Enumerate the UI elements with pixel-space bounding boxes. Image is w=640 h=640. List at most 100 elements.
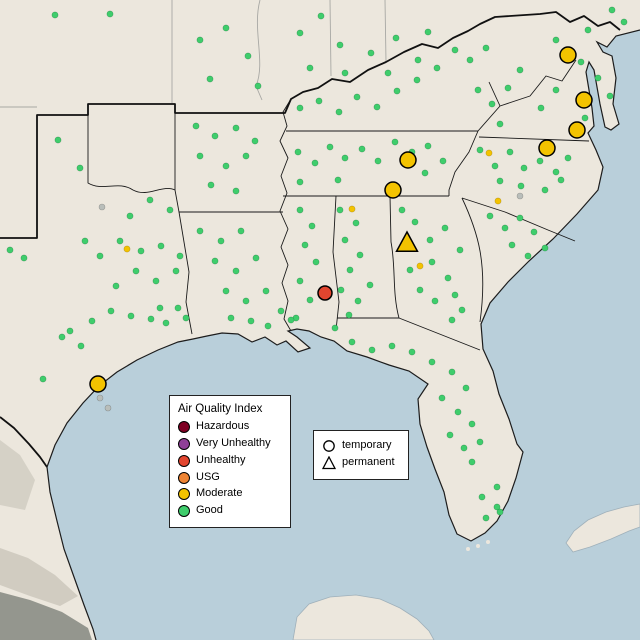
- station-marker-good-small[interactable]: [331, 324, 339, 332]
- station-marker-good-small[interactable]: [384, 69, 392, 77]
- station-marker-good-small[interactable]: [207, 181, 215, 189]
- station-marker-good-small[interactable]: [58, 333, 66, 341]
- station-marker-good-small[interactable]: [493, 483, 501, 491]
- station-marker-moderate-temporary[interactable]: [559, 46, 577, 64]
- station-marker-good-small[interactable]: [306, 296, 314, 304]
- station-marker-good-small[interactable]: [182, 314, 190, 322]
- station-marker-moderate-temporary[interactable]: [575, 91, 593, 109]
- station-marker-good-small[interactable]: [237, 227, 245, 235]
- station-marker-good-small[interactable]: [577, 58, 585, 66]
- station-marker-good-small[interactable]: [166, 206, 174, 214]
- station-marker-good-small[interactable]: [620, 18, 628, 26]
- station-marker-good-small[interactable]: [356, 251, 364, 259]
- station-marker-moderate-temporary[interactable]: [538, 139, 556, 157]
- station-marker-good-small[interactable]: [308, 222, 316, 230]
- station-marker-good-small[interactable]: [557, 176, 565, 184]
- station-marker-no-data[interactable]: [98, 203, 106, 211]
- station-marker-good-small[interactable]: [466, 56, 474, 64]
- station-marker-good-small[interactable]: [162, 319, 170, 327]
- station-marker-good-small[interactable]: [222, 24, 230, 32]
- station-marker-good-small[interactable]: [51, 11, 59, 19]
- station-marker-no-data[interactable]: [96, 394, 104, 402]
- station-marker-moderate-small[interactable]: [485, 149, 493, 157]
- station-marker-good-small[interactable]: [252, 254, 260, 262]
- station-marker-good-small[interactable]: [520, 164, 528, 172]
- station-marker-good-small[interactable]: [242, 297, 250, 305]
- station-marker-good-small[interactable]: [217, 237, 225, 245]
- station-marker-good-small[interactable]: [317, 12, 325, 20]
- station-marker-good-small[interactable]: [462, 384, 470, 392]
- station-marker-good-small[interactable]: [482, 514, 490, 522]
- station-marker-good-small[interactable]: [277, 307, 285, 315]
- station-marker-good-small[interactable]: [116, 237, 124, 245]
- station-marker-good-small[interactable]: [536, 157, 544, 165]
- station-marker-good-small[interactable]: [137, 247, 145, 255]
- station-marker-good-small[interactable]: [106, 10, 114, 18]
- station-marker-good-small[interactable]: [77, 342, 85, 350]
- station-marker-good-small[interactable]: [594, 74, 602, 82]
- station-marker-good-small[interactable]: [433, 64, 441, 72]
- station-marker-good-small[interactable]: [247, 317, 255, 325]
- station-marker-good-small[interactable]: [508, 241, 516, 249]
- station-marker-good-small[interactable]: [456, 246, 464, 254]
- station-marker-good-small[interactable]: [428, 358, 436, 366]
- station-marker-good-small[interactable]: [262, 287, 270, 295]
- station-marker-good-small[interactable]: [541, 244, 549, 252]
- station-marker-good-small[interactable]: [341, 236, 349, 244]
- station-marker-good-small[interactable]: [458, 306, 466, 314]
- station-marker-good-small[interactable]: [126, 212, 134, 220]
- station-marker-moderate-temporary[interactable]: [399, 151, 417, 169]
- station-marker-good-small[interactable]: [296, 277, 304, 285]
- station-marker-moderate-small[interactable]: [123, 245, 131, 253]
- station-marker-good-small[interactable]: [584, 26, 592, 34]
- station-marker-good-small[interactable]: [552, 86, 560, 94]
- station-marker-good-small[interactable]: [353, 93, 361, 101]
- station-marker-good-small[interactable]: [107, 307, 115, 315]
- station-marker-good-small[interactable]: [222, 287, 230, 295]
- station-marker-good-small[interactable]: [174, 304, 182, 312]
- station-marker-good-small[interactable]: [227, 314, 235, 322]
- station-marker-good-small[interactable]: [413, 76, 421, 84]
- station-marker-good-small[interactable]: [581, 114, 589, 122]
- station-marker-good-small[interactable]: [493, 503, 501, 511]
- station-marker-good-small[interactable]: [448, 316, 456, 324]
- station-marker-good-small[interactable]: [196, 227, 204, 235]
- station-marker-good-small[interactable]: [446, 431, 454, 439]
- station-marker-moderate-small[interactable]: [416, 262, 424, 270]
- station-marker-good-small[interactable]: [496, 120, 504, 128]
- station-marker-good-small[interactable]: [287, 316, 295, 324]
- station-marker-good-small[interactable]: [606, 92, 614, 100]
- station-marker-moderate-small[interactable]: [494, 197, 502, 205]
- station-marker-good-small[interactable]: [315, 97, 323, 105]
- station-marker-good-small[interactable]: [366, 281, 374, 289]
- station-marker-good-small[interactable]: [222, 162, 230, 170]
- station-marker-good-small[interactable]: [39, 375, 47, 383]
- station-marker-good-small[interactable]: [341, 154, 349, 162]
- station-marker-no-data[interactable]: [104, 404, 112, 412]
- station-marker-good-small[interactable]: [196, 36, 204, 44]
- station-marker-good-small[interactable]: [296, 104, 304, 112]
- station-marker-good-small[interactable]: [244, 52, 252, 60]
- station-marker-good-small[interactable]: [468, 420, 476, 428]
- station-marker-good-small[interactable]: [348, 338, 356, 346]
- station-marker-good-small[interactable]: [424, 28, 432, 36]
- station-marker-good-small[interactable]: [172, 267, 180, 275]
- station-marker-good-small[interactable]: [20, 254, 28, 262]
- station-marker-good-small[interactable]: [211, 257, 219, 265]
- station-marker-good-small[interactable]: [301, 241, 309, 249]
- station-marker-good-small[interactable]: [232, 187, 240, 195]
- station-marker-good-small[interactable]: [311, 159, 319, 167]
- station-marker-good-small[interactable]: [54, 136, 62, 144]
- station-marker-good-small[interactable]: [524, 252, 532, 260]
- station-marker-good-small[interactable]: [146, 196, 154, 204]
- station-marker-good-small[interactable]: [408, 348, 416, 356]
- station-marker-good-small[interactable]: [388, 342, 396, 350]
- station-marker-good-small[interactable]: [398, 206, 406, 214]
- station-marker-good-small[interactable]: [152, 277, 160, 285]
- station-marker-good-small[interactable]: [296, 178, 304, 186]
- station-marker-good-small[interactable]: [444, 274, 452, 282]
- station-marker-good-small[interactable]: [537, 104, 545, 112]
- station-marker-good-small[interactable]: [232, 124, 240, 132]
